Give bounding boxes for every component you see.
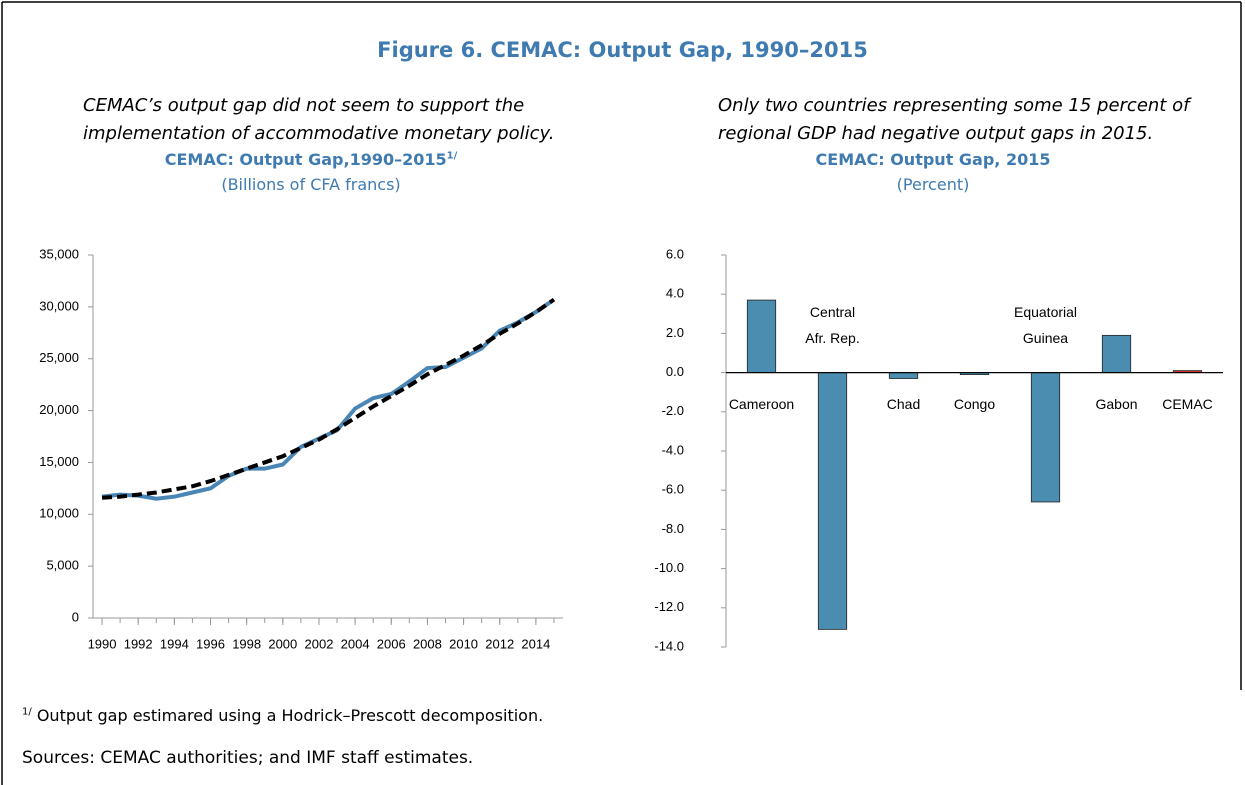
bar xyxy=(888,372,919,379)
bar xyxy=(1030,372,1061,503)
chart-title: CEMAC: Output Gap, 2015 xyxy=(683,150,1183,169)
chart-title-note: 1/ xyxy=(446,150,458,162)
y-tick-label: -10.0 xyxy=(654,560,684,575)
chart-title-text: CEMAC: Output Gap, 2015 xyxy=(815,150,1051,169)
y-tick-label: 35,000 xyxy=(39,246,79,261)
y-tick-label: -8.0 xyxy=(662,521,684,536)
category-label: Chad xyxy=(886,395,921,412)
bar xyxy=(817,372,848,630)
chart-caption: Only two countries representing some 15 … xyxy=(718,95,1190,144)
chart-subtitle: (Percent) xyxy=(896,175,970,194)
category-label: Congo xyxy=(953,395,996,412)
x-tick-label: 2002 xyxy=(305,636,334,651)
y-tick-label: 2.0 xyxy=(666,325,684,340)
category-label: Central Afr. Rep. xyxy=(805,303,860,346)
y-tick-label: 10,000 xyxy=(39,506,79,521)
trend-line xyxy=(101,297,556,500)
bar xyxy=(1101,334,1132,373)
x-tick-label: 2000 xyxy=(268,636,297,651)
chart-title: CEMAC: Output Gap,1990–20151/ xyxy=(61,150,561,169)
x-tick-label: 1994 xyxy=(160,636,189,651)
chart-title-text: CEMAC: Output Gap,1990–2015 xyxy=(164,150,447,169)
category-label: Gabon xyxy=(1095,395,1138,412)
chart-caption: CEMAC’s output gap did not seem to suppo… xyxy=(83,95,555,144)
footnote-text: Output gap estimared using a Hodrick–Pre… xyxy=(36,706,544,725)
bar xyxy=(746,299,777,373)
sources: Sources: CEMAC authorities; and IMF staf… xyxy=(22,748,474,768)
footnote: 1/ Output gap estimared using a Hodrick–… xyxy=(22,706,543,725)
y-tick-label: 30,000 xyxy=(39,298,79,313)
y-tick-label: 0.0 xyxy=(666,364,684,379)
category-label: Equatorial Guinea xyxy=(1013,303,1078,346)
figure-title: Figure 6. CEMAC: Output Gap, 1990–2015 xyxy=(377,38,868,62)
category-label: CEMAC xyxy=(1162,395,1213,412)
x-tick-label: 2012 xyxy=(485,636,514,651)
y-tick-label: 0 xyxy=(72,609,79,624)
y-tick-label: 6.0 xyxy=(666,246,684,261)
y-tick-label: 15,000 xyxy=(39,454,79,469)
y-tick-label: 20,000 xyxy=(39,402,79,417)
data-line xyxy=(101,297,556,501)
y-tick-label: -4.0 xyxy=(662,442,684,457)
y-tick-label: -14.0 xyxy=(654,638,684,653)
x-tick-label: 1992 xyxy=(124,636,153,651)
x-tick-label: 2008 xyxy=(413,636,442,651)
x-tick-label: 2006 xyxy=(377,636,406,651)
y-tick-label: 5,000 xyxy=(46,558,79,573)
x-tick-label: 2004 xyxy=(341,636,370,651)
x-tick-label: 1990 xyxy=(88,636,117,651)
x-tick-label: 2014 xyxy=(521,636,550,651)
footnote-marker: 1/ xyxy=(22,706,32,718)
x-tick-label: 1998 xyxy=(232,636,261,651)
category-label: Cameroon xyxy=(728,395,795,412)
x-tick-label: 1996 xyxy=(196,636,225,651)
y-tick-label: -2.0 xyxy=(662,403,684,418)
chart-subtitle: (Billions of CFA francs) xyxy=(221,175,401,194)
y-tick-label: -6.0 xyxy=(662,482,684,497)
y-tick-label: -12.0 xyxy=(654,599,684,614)
y-tick-label: 25,000 xyxy=(39,350,79,365)
x-tick-label: 2010 xyxy=(449,636,478,651)
y-tick-label: 4.0 xyxy=(666,286,684,301)
